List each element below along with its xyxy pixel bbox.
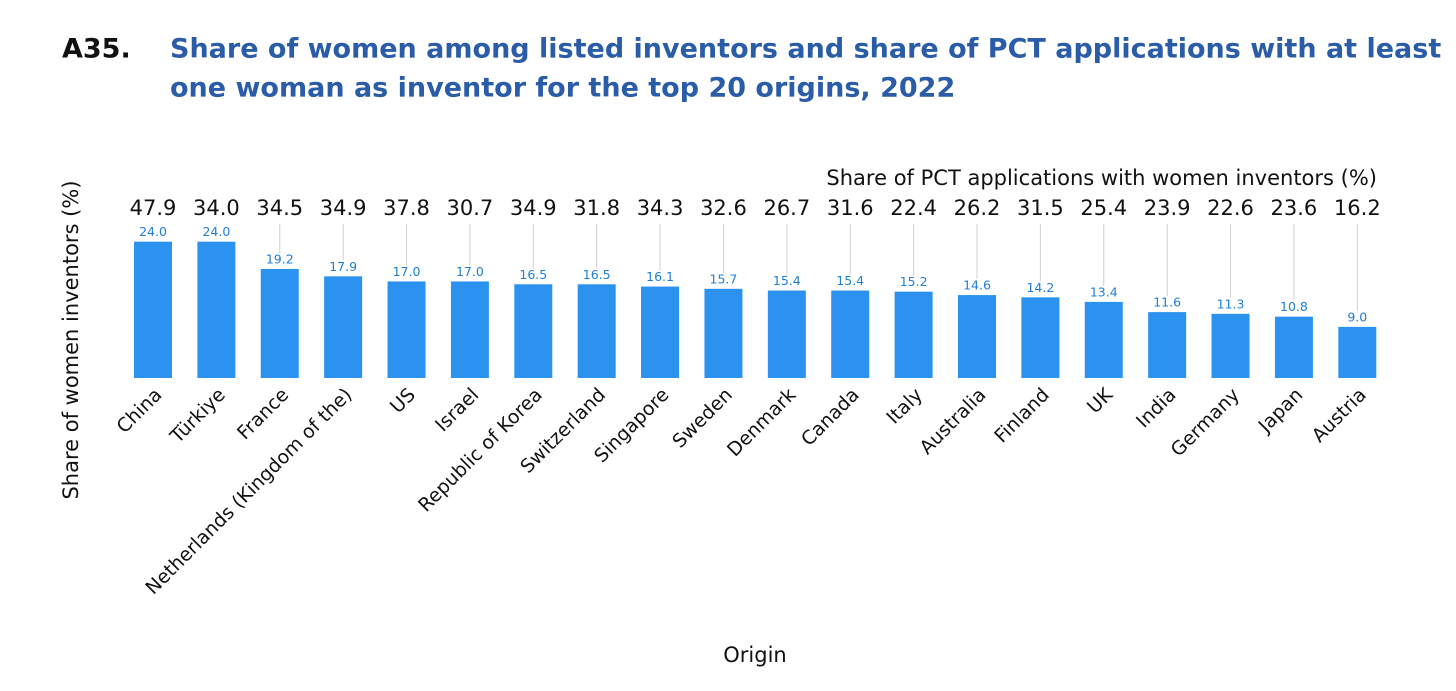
x-tick-label: Japan bbox=[1254, 384, 1308, 438]
top-row-value: 26.7 bbox=[763, 196, 810, 220]
x-tick-label: UK bbox=[1083, 383, 1118, 418]
top-row-value: 47.9 bbox=[130, 196, 177, 220]
top-row-value: 31.6 bbox=[827, 196, 874, 220]
data-label: 19.2 bbox=[266, 251, 294, 266]
data-label: 13.4 bbox=[1090, 284, 1118, 299]
data-label: 15.4 bbox=[773, 273, 801, 288]
x-tick-label: Finland bbox=[990, 384, 1054, 448]
x-axis-title: Origin bbox=[723, 643, 786, 667]
top-row-value: 34.9 bbox=[320, 196, 367, 220]
bar bbox=[1338, 326, 1377, 378]
data-label: 11.6 bbox=[1153, 295, 1181, 310]
top-row-value: 37.8 bbox=[383, 196, 430, 220]
data-label: 14.6 bbox=[963, 278, 991, 293]
bar bbox=[1084, 301, 1123, 378]
data-label: 9.0 bbox=[1347, 309, 1367, 324]
x-tick-label: US bbox=[386, 384, 420, 418]
data-label: 17.9 bbox=[329, 259, 357, 274]
chart-label: A35. bbox=[62, 34, 131, 65]
data-label: 16.1 bbox=[646, 269, 674, 284]
x-tick-label: Canada bbox=[797, 384, 864, 451]
bar bbox=[641, 286, 680, 378]
bar bbox=[450, 281, 489, 378]
x-tick-label: Austria bbox=[1308, 384, 1371, 447]
top-row-value: 31.8 bbox=[573, 196, 620, 220]
bar bbox=[197, 241, 236, 378]
x-tick-label: India bbox=[1132, 384, 1181, 433]
top-row-value: 22.6 bbox=[1207, 196, 1254, 220]
bar bbox=[1148, 312, 1187, 378]
x-tick-label: Australia bbox=[915, 384, 990, 459]
top-row-value: 30.7 bbox=[447, 196, 494, 220]
data-label: 16.5 bbox=[519, 267, 547, 282]
top-row-value: 25.4 bbox=[1080, 196, 1127, 220]
bar bbox=[894, 291, 933, 378]
data-label: 16.5 bbox=[583, 267, 611, 282]
top-row-title: Share of PCT applications with women inv… bbox=[826, 166, 1377, 190]
chart-title: Share of women among listed inventors an… bbox=[170, 34, 1441, 65]
top-row-value: 22.4 bbox=[890, 196, 937, 220]
data-label: 15.4 bbox=[836, 273, 864, 288]
x-tick-label: China bbox=[112, 384, 166, 438]
data-label: 11.3 bbox=[1217, 296, 1245, 311]
data-label: 15.7 bbox=[710, 271, 738, 286]
top-row-value: 34.3 bbox=[637, 196, 684, 220]
data-label: 15.2 bbox=[900, 274, 928, 289]
x-tick-label: France bbox=[233, 384, 293, 444]
data-label: 17.0 bbox=[456, 264, 484, 279]
bar bbox=[133, 241, 172, 378]
bar bbox=[957, 295, 996, 378]
bar bbox=[324, 276, 363, 378]
bar bbox=[260, 268, 299, 378]
top-row-value: 23.9 bbox=[1144, 196, 1191, 220]
bar bbox=[704, 288, 743, 378]
bar bbox=[1021, 297, 1060, 378]
top-row-value: 31.5 bbox=[1017, 196, 1064, 220]
x-tick-label: Türkiye bbox=[165, 384, 229, 448]
x-tick-label: Italy bbox=[882, 384, 927, 429]
data-label: 24.0 bbox=[202, 224, 230, 239]
data-label: 24.0 bbox=[139, 224, 167, 239]
x-tick-label: Germany bbox=[1167, 384, 1244, 461]
top-row-value: 34.9 bbox=[510, 196, 557, 220]
top-row-value: 26.2 bbox=[954, 196, 1001, 220]
y-axis-title: Share of women inventors (%) bbox=[59, 180, 83, 499]
bar bbox=[577, 284, 616, 378]
x-tick-label: Israel bbox=[431, 384, 483, 436]
data-label: 17.0 bbox=[393, 264, 421, 279]
chart-title: one woman as inventor for the top 20 ori… bbox=[170, 73, 955, 104]
bar bbox=[831, 290, 870, 378]
bar bbox=[767, 290, 806, 378]
top-row-value: 34.5 bbox=[256, 196, 303, 220]
bar bbox=[1274, 316, 1313, 378]
data-label: 10.8 bbox=[1280, 299, 1308, 314]
bar bbox=[1211, 313, 1250, 378]
data-label: 14.2 bbox=[1026, 280, 1054, 295]
x-tick-label: Republic of Korea bbox=[414, 384, 547, 517]
top-row-value: 16.2 bbox=[1334, 196, 1381, 220]
top-row-value: 34.0 bbox=[193, 196, 240, 220]
bar bbox=[387, 281, 426, 378]
top-row-value: 23.6 bbox=[1271, 196, 1318, 220]
top-row-value: 32.6 bbox=[700, 196, 747, 220]
bar bbox=[514, 284, 553, 378]
x-tick-label: Denmark bbox=[723, 384, 800, 461]
